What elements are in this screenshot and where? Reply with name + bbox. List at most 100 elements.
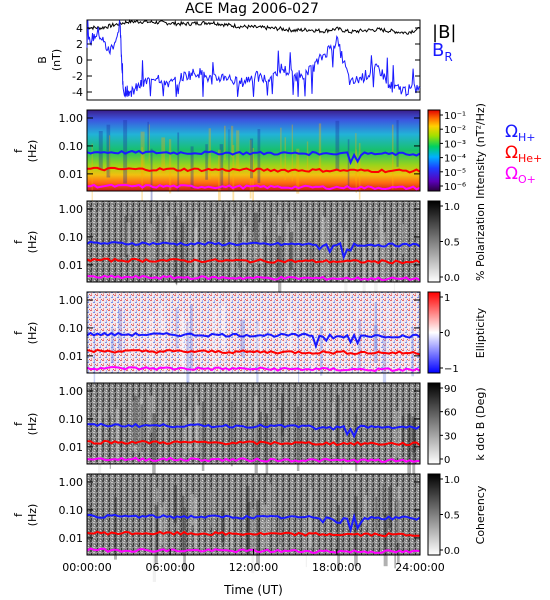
spectrogram-4-streak (193, 497, 198, 547)
spectrogram-0-streak (284, 137, 286, 181)
spectrogram-3-streak (230, 400, 233, 467)
spectrogram-1-streak (224, 211, 226, 252)
spec-ylabel: f (12, 330, 25, 335)
spectrogram-3-streak (411, 416, 416, 453)
spectrogram-1-streak (374, 239, 378, 306)
spectrogram-1-streak (253, 232, 255, 265)
spectrogram-4-streak (383, 513, 388, 567)
spectrogram-0-streak (232, 145, 235, 203)
spectrogram-4-streak (144, 485, 146, 543)
spectrogram-4-streak (269, 484, 272, 533)
spectrogram-0-streak (252, 147, 255, 207)
spectrogram-0-streak (208, 128, 211, 180)
colorbar-label: k dot B (Deg) (474, 387, 487, 460)
colorbar-tick-label: 10⁻⁵ (444, 168, 466, 179)
spectrogram-3-streak (296, 406, 300, 472)
spectrogram-1-streak (181, 222, 185, 280)
spectrogram-0-streak (150, 148, 153, 219)
spectrogram-2-streak (93, 328, 96, 384)
spectrogram-0-streak (280, 127, 282, 172)
spectrogram-1-streak (238, 232, 240, 269)
spectrogram-4-streak (152, 513, 156, 582)
spectrogram-0-streak (177, 132, 180, 192)
b-ytick-label: -2 (72, 70, 83, 83)
spectrogram-0-streak (205, 144, 208, 180)
spectrogram-3-streak (259, 411, 262, 445)
spectrogram-1-streak (309, 240, 312, 283)
spectrogram-0-streak (306, 141, 309, 175)
colorbar-tick-label: 0 (444, 329, 450, 340)
b-panel-frame (86, 19, 421, 101)
spectrogram-1-streak (402, 223, 404, 255)
spectrogram-0-streak (123, 120, 128, 184)
spectrogram-2-streak (186, 330, 190, 388)
spectrogram-1-streak (278, 235, 282, 298)
spectrogram-3-streak (190, 422, 192, 453)
colorbar-tick-label: 0 (444, 455, 450, 466)
spectrogram-2-streak (320, 326, 323, 376)
colorbar-tick-label: 90 (444, 384, 457, 395)
spec-ytick-label: 1.00 (59, 112, 84, 125)
colorbar-tick-label: −1 (444, 364, 459, 375)
spectrogram-3-streak (279, 409, 281, 455)
spectrogram-4-streak (191, 494, 194, 526)
gyrofrequency-oplus-line (86, 366, 421, 373)
spectrogram-1-streak (124, 215, 127, 258)
spectrogram-1-frame (86, 200, 421, 283)
spectrogram-1-streak (277, 214, 279, 248)
colorbar-tick-label: 0.0 (444, 546, 460, 557)
x-axis-label: Time (UT) (223, 583, 283, 597)
spectrogram-1-streak (231, 216, 235, 275)
spectrogram-2-streak (186, 321, 189, 390)
x-tick-label: 12:00:00 (229, 561, 278, 574)
spectrogram-0-streak (141, 147, 143, 206)
spectrogram-3-streak (152, 413, 156, 476)
spectrogram-4-streak (263, 504, 267, 548)
colorbar-tick-label: 1.0 (444, 202, 460, 213)
spectrogram-4-streak (354, 496, 358, 567)
gyrofrequency-heplus-line (87, 166, 421, 174)
spectrogram-2-streak (382, 331, 387, 400)
b-ylabel: B (36, 56, 49, 64)
spectrogram-3-image (87, 383, 420, 464)
gyrofrequency-oplus-line (87, 274, 421, 282)
spectrogram-3-streak (184, 416, 188, 455)
spec-ylabel: f (12, 421, 25, 426)
gyrofrequency-oplus-line (87, 183, 421, 191)
spectrogram-4-streak (382, 484, 384, 517)
colorbar-0 (427, 109, 441, 192)
colorbar-tick-label: 10⁻¹ (444, 111, 466, 122)
spec-ytick-label: 0.01 (59, 532, 84, 545)
spectrogram-0-image (87, 110, 420, 191)
spec-ylabel: f (12, 239, 25, 244)
spectrogram-1-streak (98, 211, 101, 250)
spectrogram-0-streak (391, 124, 394, 190)
spectrogram-3-streak (186, 396, 188, 438)
spec-ytick-label: 0.01 (59, 350, 84, 363)
spectrogram-1-streak (286, 222, 290, 280)
spectrogram-3-streak (103, 407, 105, 463)
spectrogram-2-streak (110, 328, 115, 364)
spec-yunit: (Hz) (26, 413, 39, 436)
spectrogram-3-streak (195, 394, 198, 448)
colorbar-tick-label: 1.0 (444, 475, 460, 486)
colorbar-3 (427, 382, 441, 465)
b-ytick-label: 4 (76, 22, 83, 35)
spectrogram-0-streak (318, 123, 322, 172)
spectrogram-1-streak (241, 235, 244, 268)
spectrogram-1-streak (290, 240, 292, 283)
spectrogram-1-streak (379, 215, 383, 246)
gyrofrequency-heplus-line (86, 439, 421, 447)
spectrogram-3-frame (86, 382, 421, 465)
spectrogram-4-streak (114, 497, 117, 560)
spectrogram-2-streak (287, 313, 291, 364)
spec-ytick-label: 1.00 (59, 476, 84, 489)
spectrogram-3-streak (120, 409, 123, 448)
gyrofrequency-oplus-line (86, 456, 421, 464)
spectrogram-0-streak (358, 143, 361, 200)
spectrogram-1-streak (243, 226, 247, 269)
colorbar-tick-label: 0.5 (444, 238, 460, 249)
spectrogram-4-streak (230, 511, 233, 549)
spectrogram-0-streak (236, 130, 240, 173)
spectrogram-4-streak (227, 511, 229, 550)
